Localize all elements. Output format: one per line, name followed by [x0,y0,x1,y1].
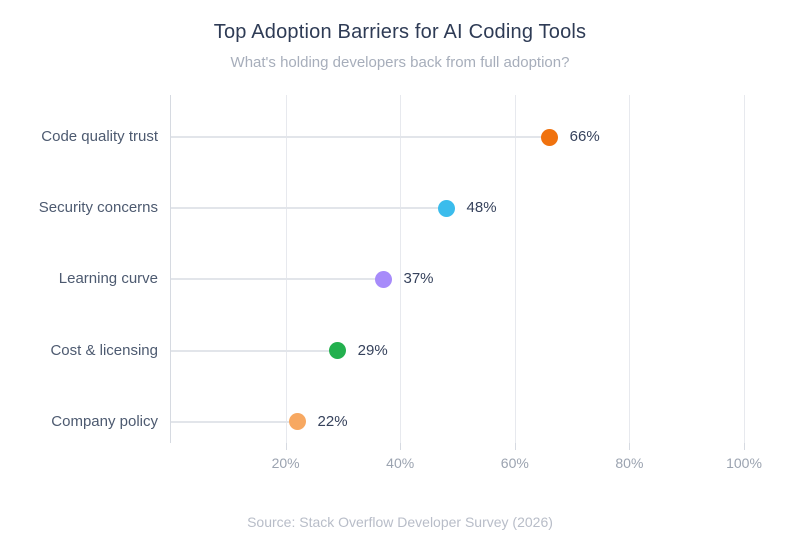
chart-subtitle: What's holding developers back from full… [230,54,570,71]
x-tick-mark-40 [400,443,402,450]
x-tick-label-100: 100% [726,455,762,471]
x-tick-mark-80 [629,443,631,450]
data-point-dot [328,342,346,360]
lollipop-stem [171,136,550,138]
value-label: 48% [466,199,497,217]
gridline-20 [285,95,287,443]
data-point-dot [540,128,558,146]
plot-area: 20% 40% 60% 80% 100% Code quality trust 66% Sec… [39,95,762,471]
x-tick-label-40: 40% [386,455,415,471]
source-caption: Source: Stack Overflow Developer Survey … [247,514,553,530]
value-label: 29% [357,341,388,359]
value-label: 37% [403,270,434,288]
category-label: Security concerns [38,199,158,217]
x-tick-label-60: 60% [500,455,529,471]
x-tick-mark-60 [514,443,516,450]
lollipop-stem [171,420,298,423]
value-label: 66% [569,128,600,145]
category-label: Cost & licensing [50,341,158,359]
data-point-dot [288,413,306,431]
x-tick-label-80: 80% [615,455,644,471]
x-tick-mark-20 [285,443,287,450]
gridline-60 [514,95,516,443]
data-point-dot [437,199,455,217]
value-label: 22% [317,412,348,430]
lollipop-stem [171,349,338,352]
x-tick-mark-100 [744,443,745,450]
chart-title: Top Adoption Barriers for AI Coding Tool… [213,21,587,43]
category-label: Code quality trust [41,128,158,145]
lollipop-stem [171,278,383,281]
gridline-100 [744,95,745,443]
gridline-40 [400,95,402,443]
category-label: Learning curve [58,270,158,288]
gridline-80 [629,95,631,443]
data-point-dot [374,270,392,288]
category-label: Company policy [51,412,158,430]
lollipop-stem [171,207,447,210]
x-tick-label-20: 20% [271,455,300,471]
